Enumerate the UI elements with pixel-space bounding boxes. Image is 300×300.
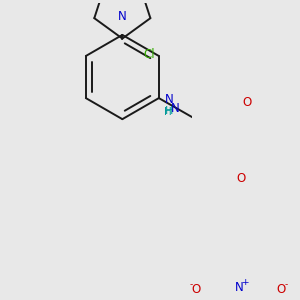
Text: N: N [235, 281, 243, 294]
Text: N: N [165, 93, 174, 106]
Text: Cl: Cl [144, 48, 155, 62]
Text: -: - [285, 280, 288, 289]
Text: O: O [236, 172, 246, 185]
Text: O: O [242, 95, 251, 109]
Text: O: O [277, 283, 286, 296]
Text: -: - [190, 280, 193, 289]
Text: N: N [171, 102, 180, 115]
Text: H: H [164, 106, 172, 117]
Text: O: O [192, 283, 201, 296]
Text: +: + [241, 278, 249, 287]
Text: N: N [117, 10, 126, 23]
Text: H: H [165, 106, 174, 116]
